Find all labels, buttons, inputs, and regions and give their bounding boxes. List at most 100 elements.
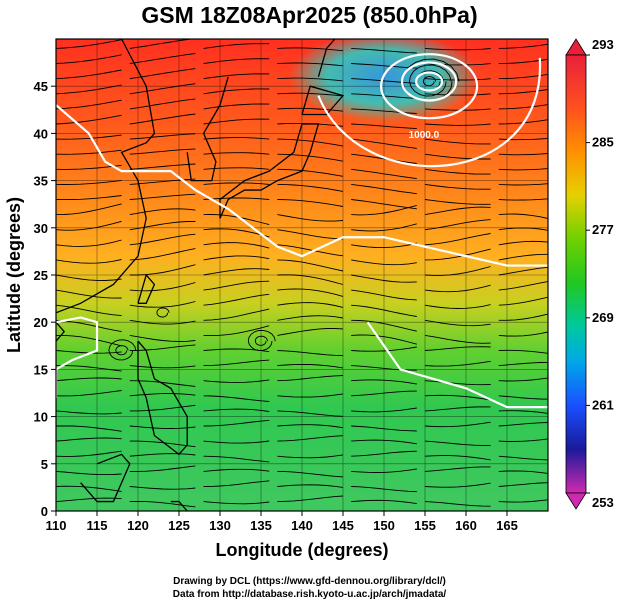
streamline — [56, 164, 122, 170]
streamline — [115, 345, 129, 356]
coastline — [137, 273, 156, 304]
streamline — [129, 380, 196, 387]
y-tick-label: 25 — [34, 268, 48, 283]
streamline — [277, 107, 344, 112]
streamline — [351, 63, 417, 69]
streamline — [424, 319, 491, 327]
streamline — [498, 281, 548, 291]
streamline — [56, 99, 122, 110]
streamline — [56, 304, 122, 317]
colorbar-label: 269 — [592, 310, 614, 325]
streamline — [498, 361, 548, 367]
y-tick-label: 40 — [34, 126, 48, 141]
isobar — [380, 53, 479, 120]
colorbar: 293 285 277 269 261 253 — [565, 37, 614, 510]
streamline — [56, 195, 122, 201]
streamline — [56, 149, 122, 155]
coastline — [301, 85, 345, 116]
streamline — [498, 395, 548, 400]
streamline — [129, 425, 196, 429]
streamline — [424, 284, 491, 293]
x-tick-label: 165 — [496, 518, 518, 533]
colorbar-scale — [565, 54, 587, 494]
streamline — [498, 73, 548, 80]
streamline — [277, 410, 344, 417]
isobar — [366, 321, 548, 409]
streamline — [351, 47, 417, 54]
streamline — [424, 501, 491, 507]
streamline — [129, 465, 196, 472]
x-tick-label: 110 — [46, 518, 67, 533]
streamline — [203, 73, 270, 80]
streamline — [424, 482, 491, 488]
streamline — [277, 328, 344, 336]
streamline — [424, 153, 491, 160]
streamline — [277, 153, 344, 162]
streamline — [203, 137, 270, 140]
streamline — [203, 268, 270, 276]
streamline — [203, 228, 270, 238]
x-axis-label: Longitude (degrees) — [215, 540, 388, 560]
streamline — [277, 315, 344, 321]
streamline — [277, 435, 344, 442]
streamline — [203, 419, 270, 427]
coastline — [219, 123, 320, 219]
colorbar-label: 253 — [592, 495, 614, 510]
streamline — [56, 289, 122, 299]
streamline — [351, 319, 417, 332]
streamline — [424, 455, 491, 461]
streamline — [277, 47, 344, 52]
streamline — [129, 453, 196, 457]
streamline — [56, 497, 122, 503]
streamline — [424, 206, 491, 216]
streamline — [498, 499, 548, 503]
streamline — [351, 407, 417, 413]
streamline — [56, 485, 122, 492]
coastline — [170, 500, 188, 511]
streamline — [424, 219, 491, 231]
colorbar-min-arrow — [565, 492, 587, 510]
streamline — [203, 359, 270, 367]
streamline — [498, 153, 548, 156]
streamline — [351, 486, 417, 493]
streamline — [277, 484, 344, 488]
streamline — [351, 168, 417, 180]
streamline — [56, 274, 122, 281]
streamline — [424, 63, 491, 66]
streamline — [424, 47, 491, 51]
streamline — [351, 183, 417, 195]
chart-title: GSM 18Z08Apr2025 (850.0hPa) — [141, 2, 478, 28]
streamline — [277, 244, 344, 257]
streamline — [424, 248, 491, 261]
streamline — [424, 138, 491, 145]
streamline — [277, 138, 344, 147]
streamline — [351, 108, 417, 114]
streamline — [129, 282, 196, 292]
streamline — [424, 266, 491, 276]
streamline — [498, 240, 548, 246]
streamline — [203, 152, 270, 155]
streamline — [351, 499, 417, 505]
streamline — [424, 233, 491, 246]
streamline — [277, 77, 344, 82]
x-tick-label: 125 — [168, 518, 190, 533]
streamline — [424, 421, 491, 428]
streamline — [498, 313, 548, 321]
y-tick-label: 5 — [41, 457, 48, 472]
streamline — [56, 470, 122, 476]
streamline — [351, 390, 417, 397]
streamline — [254, 335, 268, 346]
x-tick-label: 120 — [127, 518, 149, 533]
streamline — [424, 78, 491, 81]
streamline — [498, 58, 548, 64]
streamline — [129, 113, 196, 125]
streamline — [277, 229, 344, 240]
streamline — [424, 168, 491, 175]
colorbar-label: 261 — [592, 397, 614, 412]
streamline — [129, 440, 196, 448]
streamline — [277, 302, 344, 308]
streamline — [277, 199, 344, 207]
streamline — [498, 455, 548, 461]
streamline — [277, 183, 344, 192]
x-tick-label: 150 — [373, 518, 395, 533]
